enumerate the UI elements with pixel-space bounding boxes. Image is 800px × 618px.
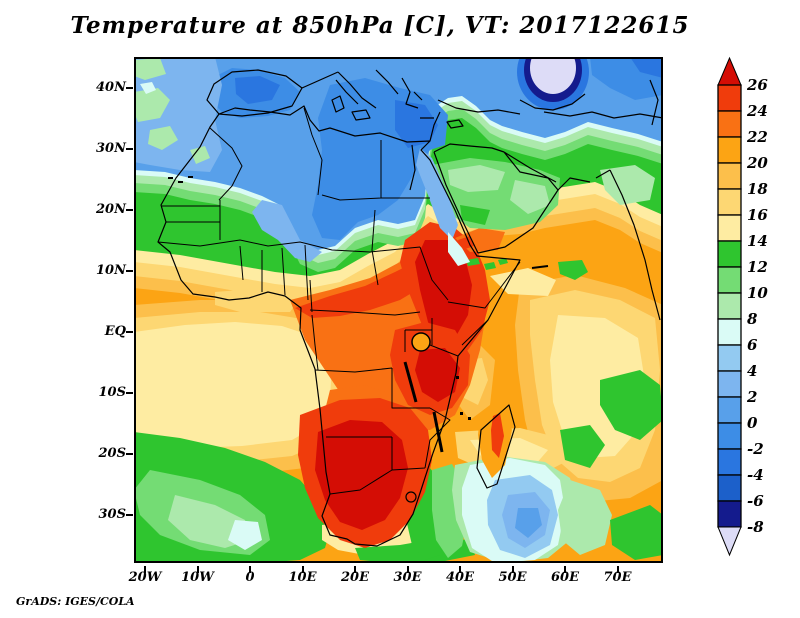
y-tick-label: 10N [96, 263, 126, 278]
colorbar-segment [717, 292, 742, 320]
colorbar-segment [717, 344, 742, 372]
x-tick-label: 40E [446, 570, 474, 585]
x-tick-label: 50E [498, 570, 527, 585]
y-tick-mark [126, 392, 133, 394]
madagascar-coastline [476, 404, 516, 489]
plot-title: Temperature at 850hPa [C], VT: 201712261… [70, 12, 690, 39]
black-sea-cold-core [530, 57, 576, 94]
colorbar-arrow-top [717, 56, 742, 86]
y-tick-label: 20N [96, 202, 126, 217]
colorbar-label: 24 [746, 102, 768, 120]
colorbar-label: 20 [746, 154, 768, 172]
y-tick-label: 30S [98, 507, 126, 522]
x-tick-label: 10W [181, 570, 214, 585]
colorbar-segment [717, 448, 742, 476]
colorbar-label: -8 [747, 518, 764, 536]
colorbar-label: 18 [747, 180, 768, 198]
y-tick-mark [126, 148, 133, 150]
colorbar-label: 26 [746, 76, 768, 94]
map-plot-area [134, 57, 663, 563]
colorbar-label: 12 [747, 258, 768, 276]
colorbar-label: 0 [747, 414, 758, 432]
colorbar-segment [717, 500, 742, 528]
x-tick-mark [616, 566, 619, 573]
colorbar-segment [717, 474, 742, 502]
colorbar-segment [717, 214, 742, 242]
x-tick-label: 20W [128, 570, 162, 585]
x-tick-mark [144, 566, 146, 573]
arabia-asia-coastlines [409, 143, 661, 321]
rift-lakes [403, 361, 444, 453]
x-tick-mark [301, 566, 304, 573]
x-tick-label: 10E [288, 570, 317, 585]
colorbar-segment [717, 240, 742, 268]
socotra-island [531, 265, 549, 269]
y-tick-label: EQ [104, 324, 126, 339]
x-tick-label: 30E [393, 570, 422, 585]
y-tick-mark [126, 453, 133, 455]
colorbar-segment [717, 162, 742, 190]
colorbar-segment [717, 422, 742, 450]
colorbar-label: 16 [747, 206, 768, 224]
y-tick-mark [126, 514, 133, 516]
colorbar-label: 2 [746, 388, 757, 406]
colorbar-segment [717, 136, 742, 164]
europe-coastlines [206, 69, 663, 142]
lake-victoria [411, 332, 431, 352]
x-tick-mark [249, 566, 251, 573]
y-tick-label: 30N [96, 141, 126, 156]
colorbar-segment [717, 318, 742, 346]
x-tick-mark [196, 566, 199, 573]
x-tick-label: 70E [603, 570, 632, 585]
y-tick-label: 20S [98, 446, 126, 461]
x-tick-mark [459, 566, 461, 573]
x-tick-label: 60E [551, 570, 579, 585]
colorbar-segment [717, 266, 742, 294]
x-tick-mark [511, 566, 514, 573]
x-tick-mark [406, 566, 409, 573]
coastlines-and-borders [157, 69, 663, 547]
colorbar-label: 4 [747, 362, 757, 380]
colorbar-segment [717, 84, 742, 112]
colorbar-segment [717, 188, 742, 216]
colorbar-label: 14 [747, 232, 768, 250]
temperature-map [134, 57, 663, 563]
y-tick-mark [126, 331, 133, 333]
lesotho-border [405, 491, 417, 503]
x-tick-mark [354, 566, 356, 573]
colorbar-segment [717, 110, 742, 138]
x-tick-mark [564, 566, 566, 573]
colorbar-segment [717, 370, 742, 398]
y-tick-mark [126, 87, 133, 89]
colorbar-label: -4 [747, 466, 764, 484]
colorbar-label: 8 [747, 310, 758, 328]
colorbar-label: 10 [747, 284, 768, 302]
colorbar-segment [717, 396, 742, 424]
y-tick-mark [126, 209, 133, 211]
credit-text: GrADS: IGES/COLA [16, 595, 135, 608]
x-tick-label: 20E [341, 570, 369, 585]
y-tick-mark [126, 270, 133, 272]
colorbar-label: -6 [747, 492, 764, 510]
x-tick-label: 0 [245, 570, 255, 585]
colorbar-arrow-bottom [717, 526, 742, 557]
y-tick-label: 40N [96, 80, 126, 95]
africa-coastline [157, 105, 521, 547]
map-frame [134, 57, 663, 563]
country-borders [157, 107, 521, 495]
y-tick-label: 10S [98, 385, 126, 400]
colorbar-label: 6 [747, 336, 758, 354]
colorbar-label: -2 [747, 440, 764, 458]
colorbar-label: 22 [746, 128, 768, 146]
small-islands [168, 176, 471, 420]
